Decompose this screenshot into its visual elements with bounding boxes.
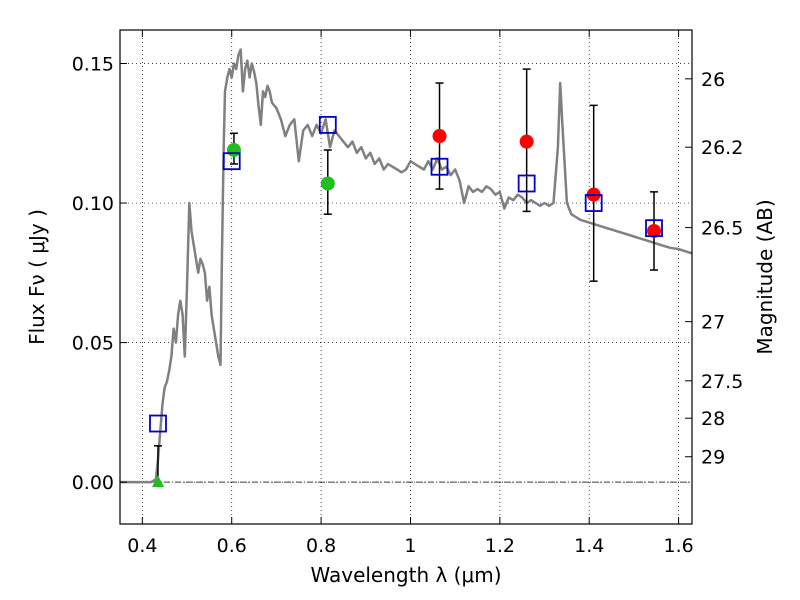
y-tick-label: 0.15 xyxy=(72,53,114,75)
model-spectrum-line xyxy=(120,48,693,484)
markers-layer xyxy=(149,115,663,488)
x-tick-label: 1.2 xyxy=(485,535,515,557)
plot-frame xyxy=(119,29,693,525)
right-tick-label: 28 xyxy=(701,408,725,430)
x-tick-label: 1.6 xyxy=(663,535,693,557)
model-photometry-square xyxy=(222,152,241,171)
x-tick-label: 0.4 xyxy=(127,535,157,557)
right-tick-label: 26 xyxy=(701,69,725,91)
y-ticks: 0.00 0.05 0.10 0.15 xyxy=(72,53,127,494)
y-tick-label: 0.10 xyxy=(72,193,114,215)
x-axis-label: Wavelength λ (μm) xyxy=(310,563,501,587)
right-y-axis-label: Magnitude (AB) xyxy=(753,199,777,354)
right-tick-label: 27 xyxy=(701,312,725,334)
x-ticks: 0.4 0.6 0.8 1 1.2 1.4 1.6 xyxy=(127,30,694,557)
model-spectrum-layer xyxy=(120,48,693,484)
red-detection-point xyxy=(519,134,534,149)
right-magnitude-ticks: 26 26.2 26.5 27 27.5 28 29 xyxy=(685,69,743,469)
model-photometry-square xyxy=(517,174,536,193)
model-photometry-square xyxy=(584,194,603,212)
x-tick-label: 1.4 xyxy=(574,535,604,557)
model-photometry-square xyxy=(149,414,167,433)
x-tick-label: 0.8 xyxy=(306,535,336,557)
red-detection-point xyxy=(432,129,447,144)
y-tick-label: 0.05 xyxy=(72,333,114,355)
model-photometry-square xyxy=(318,115,337,134)
model-photometry-square xyxy=(430,157,449,176)
green-detection-point xyxy=(320,176,335,191)
y-axis-label: Flux Fν ( μJy ) xyxy=(25,209,49,345)
right-tick-label: 26.2 xyxy=(701,137,743,159)
right-tick-label: 27.5 xyxy=(701,371,743,393)
y-tick-label: 0.00 xyxy=(72,472,114,494)
right-tick-label: 29 xyxy=(701,447,725,469)
red-detection-point xyxy=(647,223,662,238)
error-bars-layer xyxy=(153,68,659,483)
model-photometry-square xyxy=(645,219,663,238)
right-tick-label: 26.5 xyxy=(701,218,743,240)
x-tick-label: 1 xyxy=(404,535,416,557)
upper-limit-triangle xyxy=(151,475,164,488)
x-tick-label: 0.6 xyxy=(217,535,247,557)
